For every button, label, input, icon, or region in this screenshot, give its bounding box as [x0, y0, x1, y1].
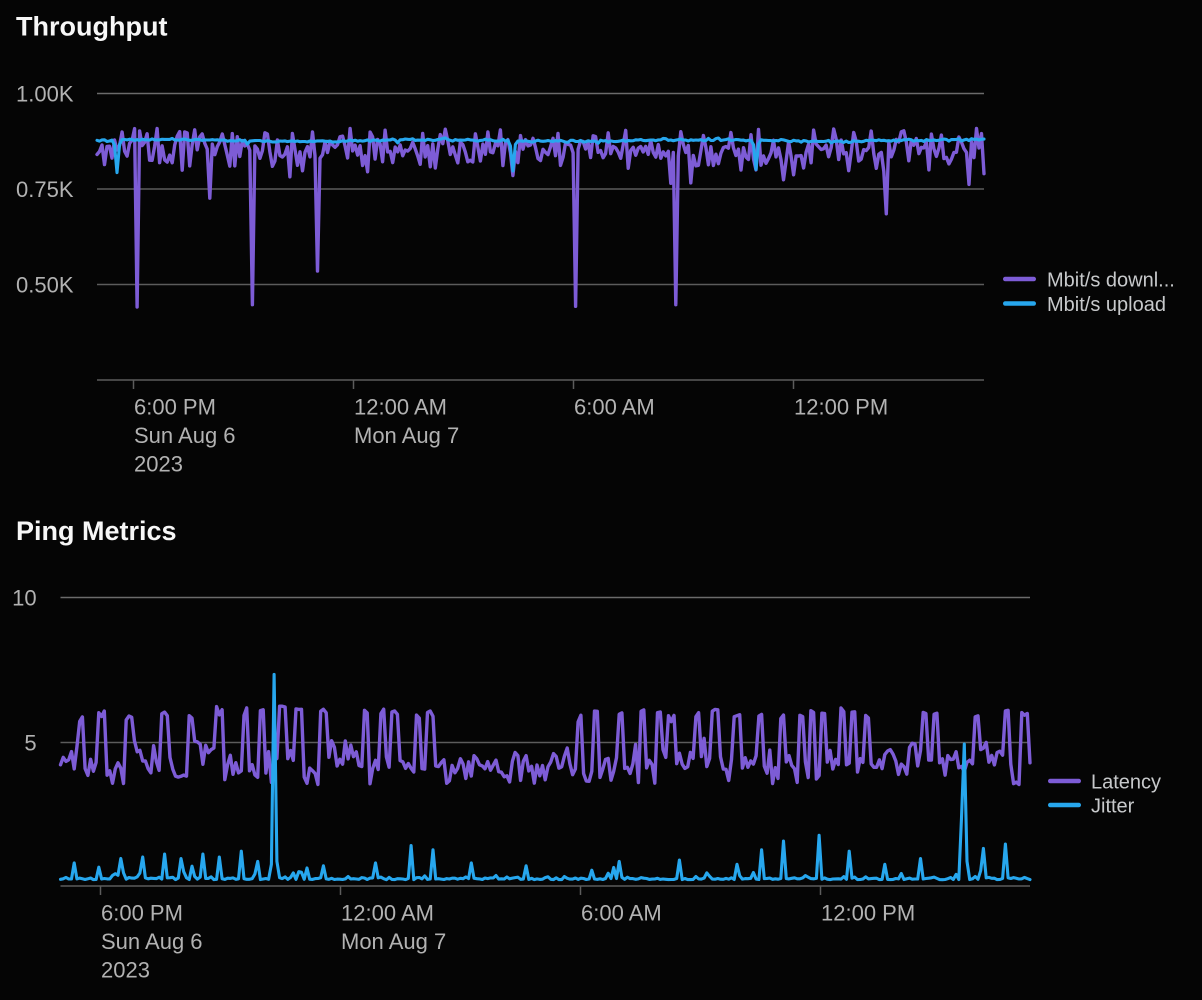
svg-text:6:00 PM: 6:00 PM	[101, 901, 183, 926]
svg-text:1.00K: 1.00K	[16, 82, 74, 107]
svg-text:0.50K: 0.50K	[16, 273, 74, 298]
svg-text:Sun Aug 6: Sun Aug 6	[134, 423, 236, 448]
svg-text:5: 5	[24, 731, 36, 756]
svg-text:Mon Aug 7: Mon Aug 7	[341, 929, 446, 954]
svg-text:Ping Metrics: Ping Metrics	[16, 516, 177, 546]
svg-text:10: 10	[12, 586, 36, 611]
svg-text:Latency: Latency	[1091, 772, 1161, 794]
svg-text:2023: 2023	[134, 452, 183, 477]
svg-text:0.75K: 0.75K	[16, 177, 74, 202]
svg-text:12:00 AM: 12:00 AM	[354, 395, 447, 420]
svg-text:6:00 AM: 6:00 AM	[574, 395, 655, 420]
svg-text:12:00 PM: 12:00 PM	[821, 901, 915, 926]
svg-text:Sun Aug 6: Sun Aug 6	[101, 929, 203, 954]
svg-text:12:00 PM: 12:00 PM	[794, 395, 888, 420]
svg-text:2023: 2023	[101, 958, 150, 983]
svg-text:Mbit/s upload: Mbit/s upload	[1047, 294, 1166, 316]
svg-text:Mbit/s downl...: Mbit/s downl...	[1047, 270, 1175, 292]
svg-text:6:00 AM: 6:00 AM	[581, 901, 662, 926]
svg-text:Throughput: Throughput	[16, 12, 167, 42]
svg-text:6:00 PM: 6:00 PM	[134, 395, 216, 420]
svg-text:Jitter: Jitter	[1091, 796, 1135, 818]
svg-text:Mon Aug 7: Mon Aug 7	[354, 423, 459, 448]
svg-text:12:00 AM: 12:00 AM	[341, 901, 434, 926]
